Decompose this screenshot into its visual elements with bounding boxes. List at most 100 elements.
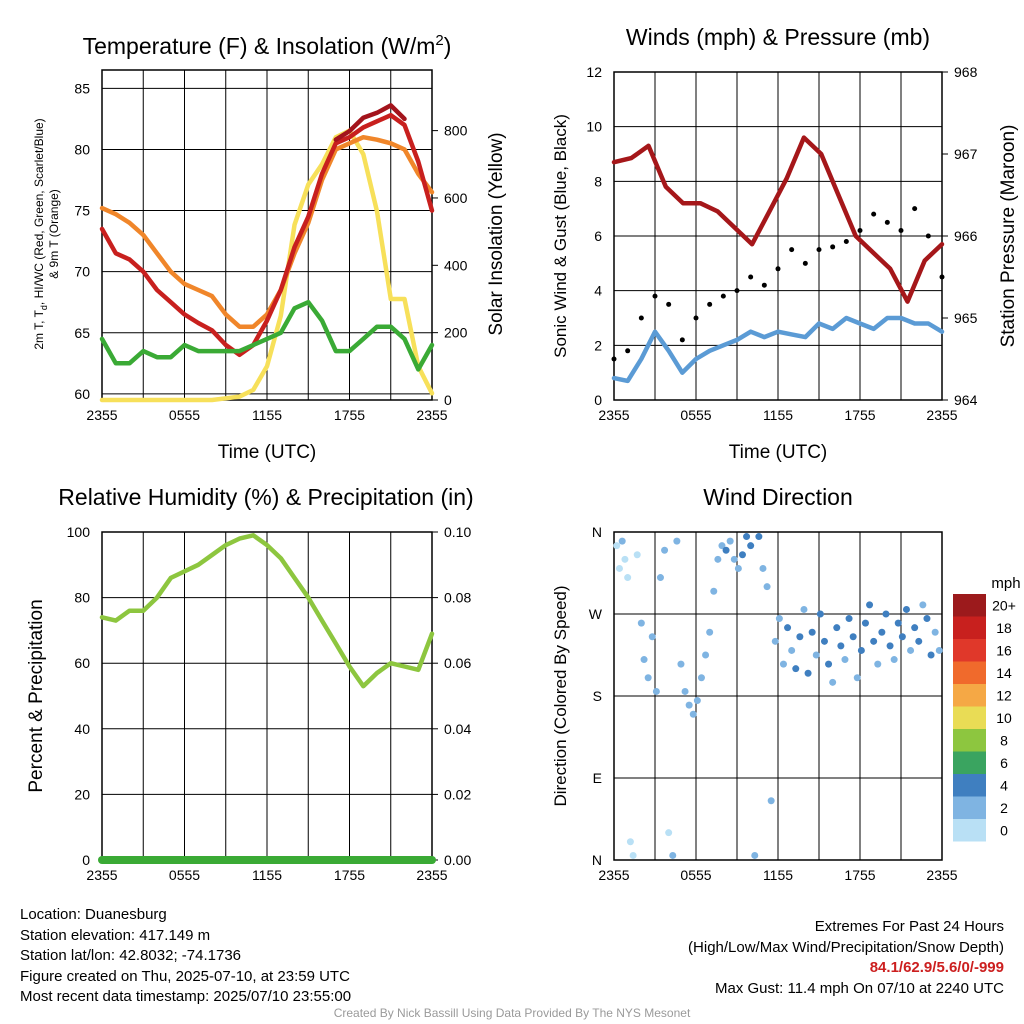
gust-point (871, 211, 877, 217)
direction-point (820, 637, 828, 645)
series-heat_index (333, 103, 407, 142)
legend-swatch (953, 661, 986, 684)
direction-point (621, 555, 629, 563)
panel-winds: Winds (mph) & Pressure (mb) Sonic Wind &… (551, 24, 1019, 463)
direction-point (784, 624, 792, 632)
direction-point (874, 660, 882, 668)
y2-tick-label: 967 (954, 146, 978, 162)
y2-tick-label: 400 (444, 257, 468, 273)
gust-point (816, 247, 822, 253)
gust-point (693, 315, 699, 321)
temperature-left-axis-label-line2: & 9m T (Orange) (47, 189, 61, 279)
legend-label: 2 (1000, 800, 1008, 816)
extremes-description: (High/Low/Max Wind/Precipitation/Snow De… (688, 938, 1004, 956)
direction-point (931, 628, 939, 636)
direction-point (915, 637, 923, 645)
direction-point (629, 851, 637, 859)
direction-point (714, 555, 722, 563)
direction-title: Wind Direction (703, 484, 853, 510)
direction-point (788, 646, 796, 654)
gust-point (611, 356, 617, 362)
direction-point (902, 605, 910, 613)
direction-point (693, 697, 701, 705)
direction-point (718, 542, 726, 550)
direction-point (751, 851, 759, 859)
y-tick-label: S (593, 688, 602, 704)
direction-point (771, 637, 779, 645)
gust-point (857, 228, 863, 234)
direction-point (640, 656, 648, 664)
direction-point (911, 624, 919, 632)
x-tick-label: 1155 (252, 407, 282, 423)
y-tick-label: 100 (67, 524, 91, 540)
gust-point (679, 337, 685, 343)
legend-label: 4 (1000, 777, 1008, 793)
x-tick-label: 2355 (926, 867, 957, 883)
gust-point (748, 274, 754, 280)
gust-point (707, 301, 713, 307)
legend-swatch (953, 616, 986, 639)
direction-point (747, 542, 755, 550)
direction-point (853, 674, 861, 682)
direction-point (935, 646, 943, 654)
legend-swatch (953, 639, 986, 662)
direction-point (796, 633, 804, 641)
latlon-text: Station lat/lon: 42.8032; -74.1736 (20, 947, 242, 964)
direction-point (615, 564, 623, 572)
legend-label: 12 (996, 687, 1012, 703)
direction-point (633, 551, 641, 559)
y2-tick-label: 0.06 (444, 655, 471, 671)
direction-point (870, 637, 878, 645)
direction-point (812, 651, 820, 659)
legend-swatch (953, 751, 986, 774)
extremes-title: Extremes For Past 24 Hours (814, 918, 1004, 935)
direction-point (886, 642, 894, 650)
direction-point (927, 651, 935, 659)
direction-point (759, 564, 767, 572)
direction-point (792, 665, 800, 673)
direction-point (775, 615, 783, 623)
y-tick-label: 85 (74, 80, 90, 96)
x-tick-label: 0555 (680, 407, 711, 423)
legend-label: 10 (996, 710, 1012, 726)
y2-tick-label: 966 (954, 228, 978, 244)
legend-swatch (953, 819, 986, 842)
direction-point (861, 619, 869, 627)
direction-point (697, 674, 705, 682)
direction-point (907, 646, 915, 654)
y2-tick-label: 800 (444, 123, 468, 139)
gust-point (638, 315, 644, 321)
direction-left-axis-label: Direction (Colored By Speed) (551, 585, 570, 806)
winds-x-axis-label: Time (UTC) (729, 442, 828, 463)
y-tick-label: 8 (594, 173, 602, 189)
direction-point (866, 601, 874, 609)
x-tick-label: 0555 (169, 407, 200, 423)
direction-point (837, 642, 845, 650)
direction-point (845, 615, 853, 623)
panel-direction: Wind Direction Direction (Colored By Spe… (551, 484, 1021, 883)
legend-label: 20+ (992, 597, 1016, 613)
direction-point (890, 656, 898, 664)
direction-point (656, 574, 664, 582)
direction-point (702, 651, 710, 659)
y-tick-label: 0 (82, 852, 90, 868)
x-tick-label: 1755 (844, 407, 875, 423)
y2-tick-label: 965 (954, 310, 978, 326)
humidity-title: Relative Humidity (%) & Precipitation (i… (58, 484, 473, 510)
direction-point (743, 533, 751, 541)
legend-swatch (953, 729, 986, 752)
y-tick-label: 12 (586, 64, 602, 80)
direction-point (726, 537, 734, 545)
gust-point (884, 219, 890, 225)
station-info: Location: Duanesburg Station elevation: … (20, 905, 351, 1008)
y-tick-label: 60 (74, 655, 90, 671)
y-tick-label: 75 (74, 203, 90, 219)
legend-swatch (953, 774, 986, 797)
direction-point (833, 624, 841, 632)
direction-point (689, 710, 697, 718)
direction-point (677, 660, 685, 668)
series-rh (99, 533, 435, 689)
gust-point (666, 301, 672, 307)
direction-point (706, 628, 714, 636)
y-tick-label: 60 (74, 386, 90, 402)
